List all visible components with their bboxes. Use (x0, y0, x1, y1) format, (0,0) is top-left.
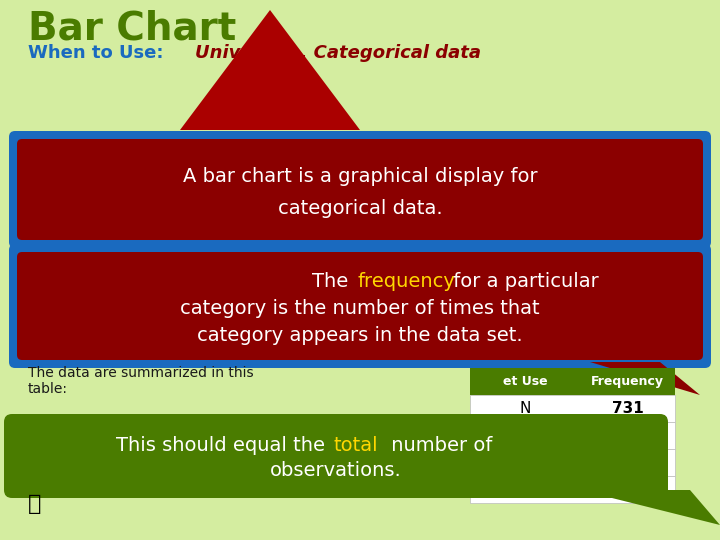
Text: observations.: observations. (270, 462, 402, 481)
Text: Bar Chart: Bar Chart (28, 10, 236, 48)
Text: category is the number of times that: category is the number of times that (180, 299, 540, 318)
FancyBboxPatch shape (470, 422, 675, 449)
Text: 153: 153 (611, 428, 644, 443)
Text: 816: 816 (611, 455, 644, 470)
Text: table:: table: (28, 382, 68, 396)
Text: categorical data.: categorical data. (278, 199, 442, 218)
Text: 🚗: 🚗 (28, 494, 41, 514)
Text: The: The (312, 272, 355, 291)
Text: et Use: et Use (503, 375, 547, 388)
Text: for a particular: for a particular (447, 272, 599, 291)
Text: When to Use:: When to Use: (28, 44, 163, 62)
FancyBboxPatch shape (470, 449, 675, 476)
Text: total: total (333, 436, 377, 455)
FancyBboxPatch shape (470, 395, 675, 422)
FancyBboxPatch shape (9, 244, 711, 368)
FancyBboxPatch shape (4, 414, 668, 498)
FancyBboxPatch shape (470, 476, 675, 503)
Polygon shape (580, 490, 720, 525)
Text: 731: 731 (611, 401, 644, 416)
Text: This should equal the: This should equal the (116, 436, 331, 455)
Text: category appears in the data set.: category appears in the data set. (197, 326, 523, 345)
Polygon shape (590, 362, 700, 395)
Text: Frequency: Frequency (591, 375, 664, 388)
Text: The data are summarized in this: The data are summarized in this (28, 366, 253, 380)
FancyBboxPatch shape (17, 139, 703, 240)
Text: N: N (519, 401, 531, 416)
FancyBboxPatch shape (470, 368, 675, 395)
FancyBboxPatch shape (9, 131, 711, 248)
FancyBboxPatch shape (17, 252, 703, 360)
Text: Univariate, Categorical data: Univariate, Categorical data (195, 44, 481, 62)
Text: number of: number of (385, 436, 492, 455)
Polygon shape (180, 10, 360, 130)
Text: A bar chart is a graphical display for: A bar chart is a graphical display for (183, 167, 537, 186)
Text: frequency: frequency (357, 272, 455, 291)
Text: 1700: 1700 (606, 482, 649, 497)
